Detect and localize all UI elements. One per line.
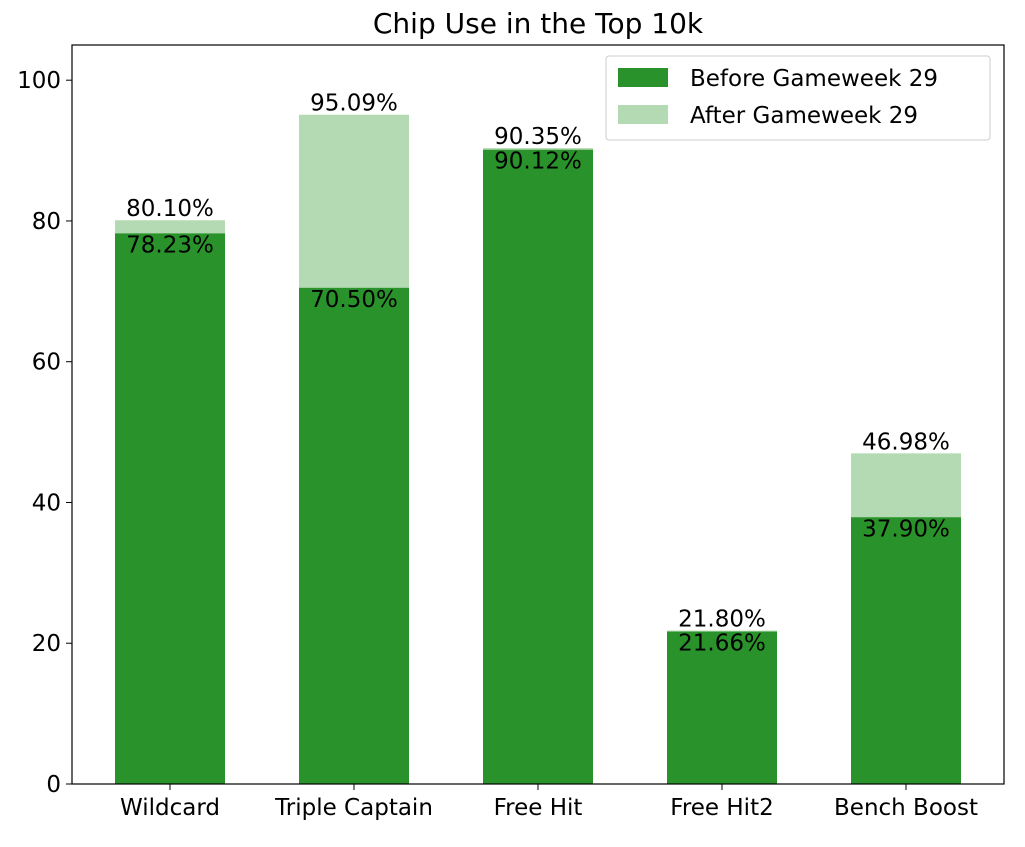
data-label-before-wildcard: 78.23% [126, 232, 214, 258]
y-tick-label-60: 60 [32, 350, 61, 376]
x-tick-label-free-hit2: Free Hit2 [670, 795, 773, 821]
x-tick-label-bench-boost: Bench Boost [834, 795, 978, 821]
data-labels-layer: 80.10% 78.23% 95.09% 70.50% 90.35%90.12% 21.8… [126, 91, 950, 657]
legend-label-before: Before Gameweek 29 [690, 66, 938, 92]
y-tick-label-20: 20 [32, 631, 61, 657]
bar-before-wildcard [115, 233, 225, 785]
y-tick-label-0: 0 [46, 772, 61, 798]
x-tick-label-triple-captain: Triple Captain [274, 795, 433, 821]
bar-before-free-hit [483, 149, 593, 784]
bars-layer [115, 114, 961, 785]
bar-before-triple-captain [299, 287, 409, 784]
data-label-after-bench-boost: 46.98% [862, 429, 950, 455]
legend-box [605, 55, 991, 141]
data-label-before-free-hit2: 21.66% [678, 631, 766, 657]
data-label-after-free-hit: 90.35% [494, 124, 582, 150]
data-label-before-bench-boost: 37.90% [862, 516, 950, 542]
data-label-after-free-hit2: 21.80% [678, 607, 766, 633]
bar-before-free-hit2 [667, 631, 777, 784]
legend-swatch-before [618, 68, 668, 87]
data-label-before-triple-captain: 70.50% [310, 287, 398, 313]
legend-label-after: After Gameweek 29 [690, 103, 918, 129]
y-axis: 0 20 40 60 80 100 [17, 68, 72, 798]
x-axis: Wildcard Triple Captain Free Hit Free Hit2 B… [120, 784, 978, 821]
data-label-before-free-hit: 90.12% [494, 149, 582, 175]
chart-title: Chip Use in the Top 10k [373, 7, 704, 40]
y-tick-label-80: 80 [32, 209, 61, 235]
x-tick-label-free-hit: Free Hit [494, 795, 583, 821]
data-label-after-wildcard: 80.10% [126, 196, 214, 222]
y-tick-label-40: 40 [32, 490, 61, 516]
y-tick-label-100: 100 [17, 68, 61, 94]
legend: Before Gameweek 29 After Gameweek 29 [605, 55, 991, 141]
bar-before-bench-boost [851, 517, 961, 784]
legend-swatch-after [618, 105, 668, 124]
x-tick-label-wildcard: Wildcard [120, 795, 220, 821]
data-label-after-triple-captain: 95.09% [310, 91, 398, 117]
